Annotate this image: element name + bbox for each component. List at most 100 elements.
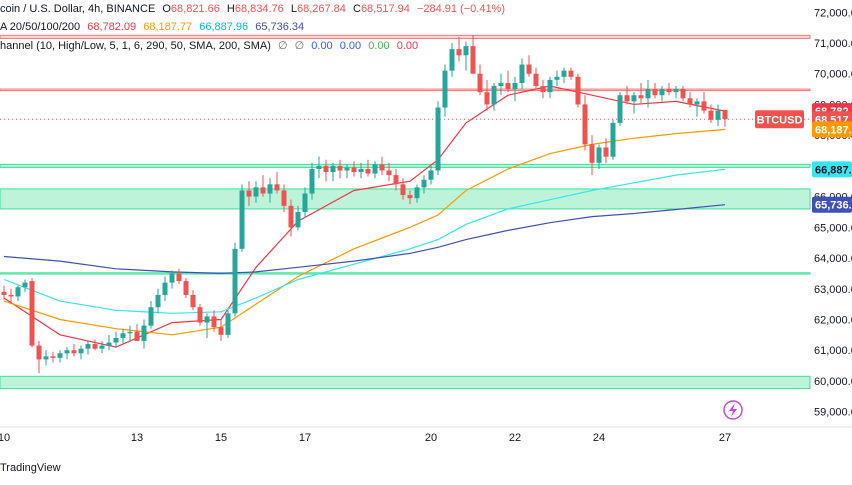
y-tick-label-59000: 59,000.00 [814, 407, 852, 419]
candle-body-90 [631, 95, 637, 102]
candle-body-100 [701, 101, 707, 111]
candle-body-17 [120, 333, 126, 338]
x-tick-label-27: 27 [719, 432, 731, 444]
candle-body-12 [85, 344, 91, 349]
price-label-ma100: 66,887. [815, 164, 852, 176]
candle-body-92 [645, 89, 651, 99]
symbol-tag-bg [755, 110, 804, 129]
candle-body-33 [232, 248, 238, 314]
price-zone-5 [0, 375, 811, 390]
candle-body-56 [393, 175, 399, 185]
candle-body-83 [582, 104, 588, 145]
lightning-bolt-icon [729, 403, 737, 417]
candle-body-70 [491, 86, 497, 105]
x-tick-label-17: 17 [299, 432, 311, 444]
candle-body-89 [624, 95, 630, 102]
high-label: H [226, 3, 235, 15]
candle-body-32 [225, 313, 231, 335]
candle-body-46 [323, 165, 329, 173]
candle-body-8 [57, 353, 63, 358]
candle-body-87 [610, 122, 616, 157]
candle-body-47 [330, 165, 336, 173]
x-tick-label-24: 24 [593, 432, 605, 444]
candle-body-1 [8, 294, 14, 297]
price-zone-0 [0, 34, 811, 39]
candle-body-30 [211, 316, 217, 328]
candle-body-23 [162, 282, 168, 295]
candle-body-97 [680, 89, 686, 99]
price-label-ma50: 68,187. [815, 124, 852, 136]
candle-body-43 [302, 193, 308, 212]
candle-body-101 [708, 110, 714, 120]
candle-body-5 [36, 345, 42, 360]
candle-body-38 [267, 184, 273, 194]
candle-body-62 [435, 107, 441, 171]
candle-body-81 [568, 70, 574, 77]
price-label-bg-ma100 [812, 161, 852, 178]
candle-body-73 [512, 82, 518, 90]
y-tick-label-72000: 72,000.00 [814, 7, 852, 19]
candle-body-40 [281, 190, 287, 206]
empty-symbol-1: ∅ [277, 40, 288, 52]
candle-body-28 [197, 307, 203, 323]
ma100-value: 66,887.96 [199, 21, 249, 33]
candle-body-64 [449, 49, 455, 71]
candle-body-42 [295, 211, 301, 228]
ma50-line [3, 128, 726, 336]
candle-body-74 [519, 64, 525, 83]
channel-value-2: 0.00 [339, 40, 362, 52]
candle-body-26 [183, 281, 189, 295]
price-zone-1 [0, 88, 811, 92]
candle-body-91 [638, 95, 644, 99]
ma-legend[interactable]: A 20/50/100/200 68,782.09 68,187.77 66,8… [0, 21, 308, 33]
candle-body-63 [442, 70, 448, 108]
candle-body-85 [596, 147, 602, 163]
y-tick-label-60000: 60,000.00 [814, 376, 852, 388]
candle-body-3 [22, 282, 28, 288]
candle-body-60 [421, 179, 427, 188]
candle-body-31 [218, 327, 224, 335]
low-value: 68,267.84 [296, 3, 346, 15]
price-label-ma200: 65,736. [815, 200, 852, 212]
candle-body-52 [365, 168, 371, 174]
candle-body-45 [316, 165, 322, 169]
candle-body-27 [190, 294, 196, 308]
candle-body-24 [169, 273, 175, 283]
channel-value-3: 0.00 [368, 40, 390, 52]
y-tick-label-61000: 61,000.00 [814, 345, 852, 357]
symbol-title: coin / U.S. Dollar, 4h, BINANCE [0, 3, 156, 15]
y-tick-label-70000: 70,000.00 [814, 69, 852, 81]
candle-body-103 [722, 109, 728, 120]
candle-body-11 [78, 348, 84, 354]
price-zone-4 [0, 272, 811, 275]
candle-body-80 [561, 70, 567, 77]
candle-body-48 [337, 165, 343, 171]
close-label: C [352, 3, 361, 15]
y-tick-label-71000: 71,000.00 [814, 38, 852, 50]
x-tick-label-10: 10 [0, 432, 10, 444]
candle-body-94 [659, 89, 665, 96]
symbol-ohlc-header: coin / U.S. Dollar, 4h, BINANCE O68,821.… [0, 3, 509, 15]
candle-body-7 [50, 356, 56, 358]
symbol-tag: BTCUSD [757, 114, 803, 126]
candle-body-57 [400, 184, 406, 196]
candle-body-14 [99, 345, 105, 349]
ma20-value: 68,782.09 [87, 21, 137, 33]
y-tick-label-62000: 62,000.00 [814, 314, 852, 326]
channel-legend-label: hannel (10, High/Low, 5, 1, 6, 290, 50, … [0, 40, 271, 52]
candle-body-10 [71, 350, 77, 354]
candle-body-19 [134, 331, 140, 341]
candle-body-93 [652, 89, 658, 96]
candle-body-82 [575, 76, 581, 105]
channel-legend[interactable]: hannel (10, High/Low, 5, 1, 6, 290, 50, … [0, 39, 422, 52]
y-tick-label-65000: 65,000.00 [814, 222, 852, 234]
candle-body-21 [148, 307, 154, 326]
candle-body-41 [288, 205, 294, 228]
price-label-bg-ma50 [812, 121, 852, 138]
ma200-value: 65,736.34 [255, 21, 305, 33]
tradingview-brand[interactable]: TradingView [0, 462, 61, 474]
lightning-icon[interactable] [723, 400, 743, 420]
channel-value-1: 0.00 [311, 40, 333, 52]
candle-body-68 [477, 73, 483, 93]
